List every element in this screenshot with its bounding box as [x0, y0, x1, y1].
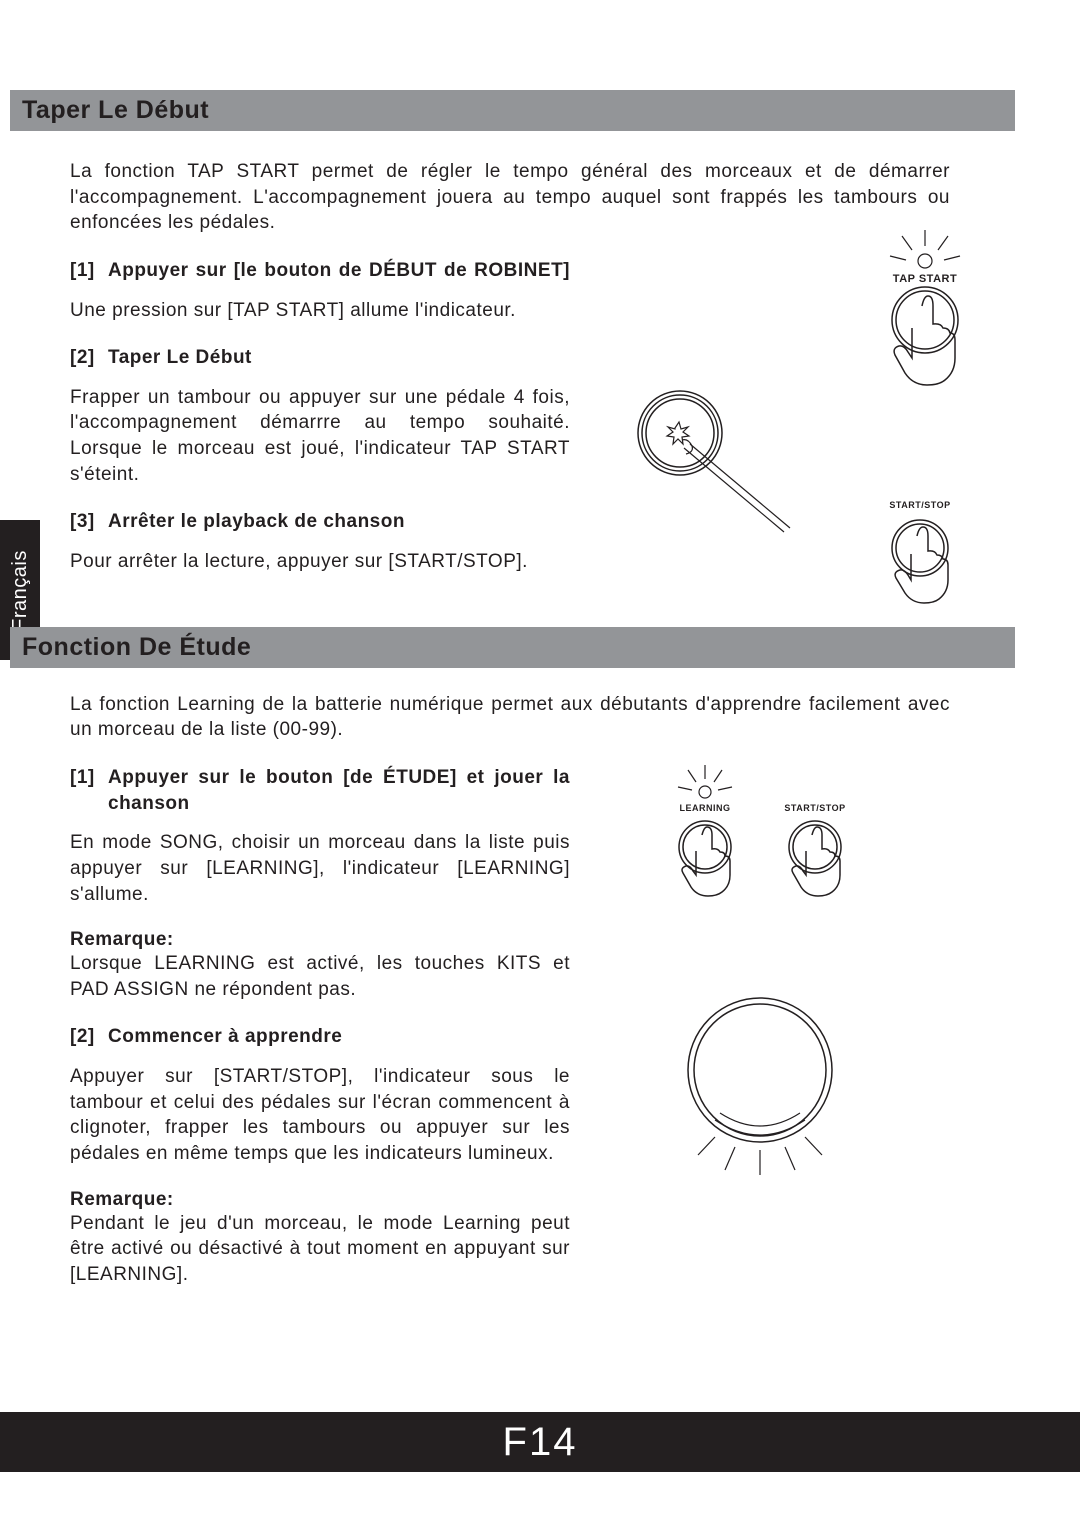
section2-note1-body: Lorsque LEARNING est activé, les touches…: [70, 951, 570, 1002]
drum-stick-icon: [620, 388, 800, 538]
section2-title: Fonction De Étude: [22, 633, 251, 661]
section1-step2-body: Frapper un tambour ou appuyer sur une pé…: [70, 385, 570, 488]
section2-step1-body: En mode SONG, choisir un morceau dans la…: [70, 830, 570, 907]
section1-step3-body: Pour arrêter la lecture, appuyer sur [ST…: [70, 549, 570, 575]
section1-text-col: [1] Appuyer sur [le bouton de DÉBUT de R…: [70, 258, 570, 597]
page-content: Taper Le Début La fonction TAP START per…: [70, 90, 1010, 1288]
section2-text-col: [1] Appuyer sur le bouton [de ÉTUDE] et …: [70, 765, 570, 1288]
tap-start-icon: TAP START: [850, 228, 1000, 398]
section1-header: Taper Le Début: [10, 90, 1015, 131]
startstop-label-2: START/STOP: [784, 803, 845, 813]
section2-step2-head: [2] Commencer à apprendre: [70, 1024, 570, 1050]
step-title: Taper Le Début: [108, 345, 570, 371]
step-num: [3]: [70, 509, 108, 535]
section2-note1-head: Remarque:: [70, 929, 570, 951]
section1-body: [1] Appuyer sur [le bouton de DÉBUT de R…: [70, 258, 1010, 597]
drum-glow-icon: [660, 985, 860, 1185]
section2-img-col: LEARNING START/STOP: [570, 765, 1010, 1288]
learning-label: LEARNING: [680, 803, 731, 813]
step-num: [1]: [70, 765, 108, 816]
section1-step1-head: [1] Appuyer sur [le bouton de DÉBUT de R…: [70, 258, 570, 284]
section2-intro: La fonction Learning de la batterie numé…: [70, 692, 950, 743]
start-stop-label: START/STOP: [889, 500, 950, 510]
step-title: Appuyer sur [le bouton de DÉBUT de ROBIN…: [108, 258, 570, 284]
step-title: Commencer à apprendre: [108, 1024, 570, 1050]
step-title: Arrêter le playback de chanson: [108, 509, 570, 535]
learning-startstop-icons: LEARNING START/STOP: [650, 765, 890, 905]
step-num: [2]: [70, 345, 108, 371]
section2-header: Fonction De Étude: [10, 627, 1015, 668]
section2-step2-body: Appuyer sur [START/STOP], l'indicateur s…: [70, 1064, 570, 1167]
section1-img-col: TAP START: [570, 258, 1010, 597]
section1-title: Taper Le Début: [22, 96, 209, 124]
start-stop-icon: START/STOP: [860, 498, 980, 618]
language-tab-label: Français: [9, 550, 32, 631]
section1-step1-body: Une pression sur [TAP START] allume l'in…: [70, 298, 570, 324]
step-num: [1]: [70, 258, 108, 284]
page-number: F14: [503, 1420, 578, 1465]
step-title: Appuyer sur le bouton [de ÉTUDE] et joue…: [108, 765, 570, 816]
section2-step1-head: [1] Appuyer sur le bouton [de ÉTUDE] et …: [70, 765, 570, 816]
section2-body: [1] Appuyer sur le bouton [de ÉTUDE] et …: [70, 765, 1010, 1288]
section2-note2-head: Remarque:: [70, 1189, 570, 1211]
section2-note2-body: Pendant le jeu d'un morceau, le mode Lea…: [70, 1211, 570, 1288]
section1-step2-head: [2] Taper Le Début: [70, 345, 570, 371]
page-footer: F14: [0, 1412, 1080, 1472]
section1-step3-head: [3] Arrêter le playback de chanson: [70, 509, 570, 535]
tap-start-label: TAP START: [893, 273, 957, 285]
section1-intro: La fonction TAP START permet de régler l…: [70, 159, 950, 236]
step-num: [2]: [70, 1024, 108, 1050]
